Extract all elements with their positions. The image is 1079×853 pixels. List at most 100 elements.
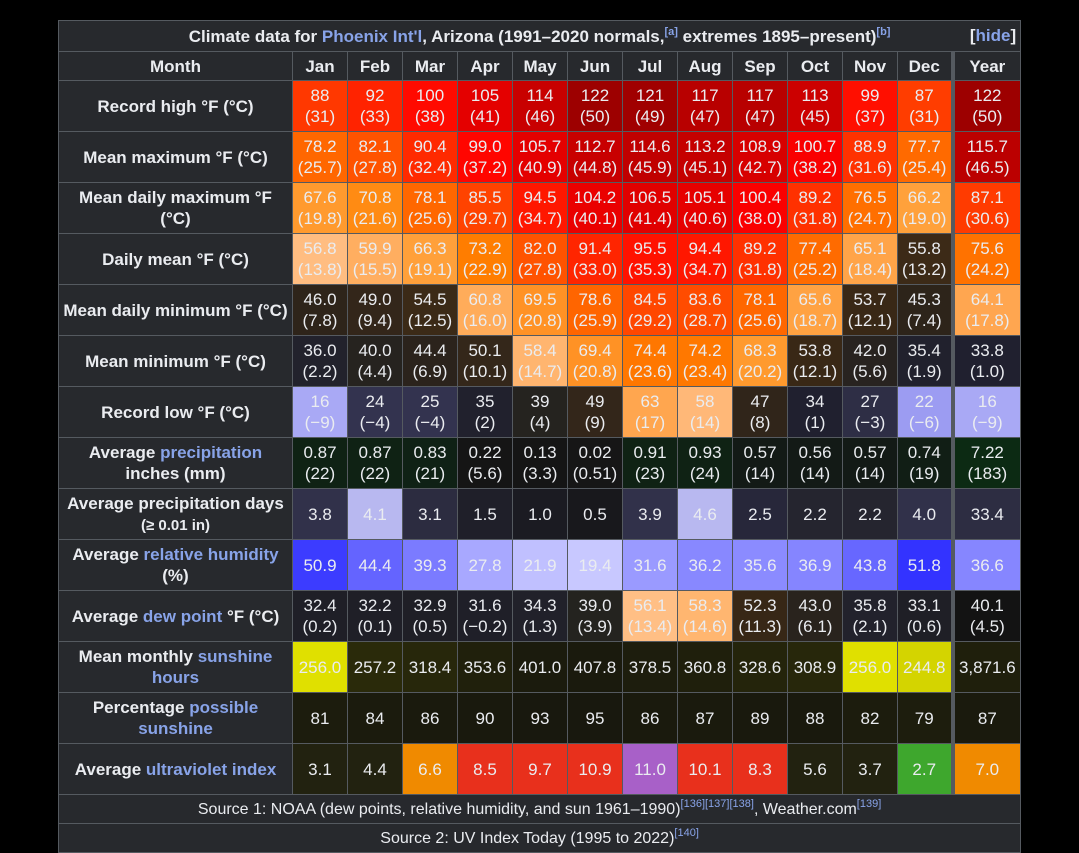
row-label-text: Average precipitation days [67,493,284,513]
cell-uv-index-feb: 4.4 [347,743,403,795]
cell-value: 0.91 (23) [633,443,667,483]
source-text: Source 1: NOAA (dew points, relative hum… [197,800,681,818]
cell-mean-daily-maximum-aug: 105.1 (40.6) [677,182,733,234]
row-label-link[interactable]: possible sunshine [138,698,259,738]
cell-daily-mean-sep: 89.2 (31.8) [732,233,788,285]
cell-possible-sunshine-feb: 84 [347,692,403,744]
cell-value: 3.9 [638,504,662,524]
cell-avg-humidity-year: 36.6 [950,539,1022,591]
cell-sunshine-hours-jun: 407.8 [567,641,623,693]
cell-mean-maximum-sep: 108.9 (42.7) [732,131,788,183]
cell-record-high-jan: 88 (31) [292,80,348,132]
row-label-link[interactable]: ultraviolet index [145,759,277,779]
row-label-avg-dew-point: Average dew point °F (°C) [58,590,293,642]
source-refs-link[interactable]: [140] [674,826,699,839]
row-label-link[interactable]: relative humidity [143,545,279,564]
cell-value: 34.3 (1.3) [522,596,558,636]
ref-b-link[interactable]: [b] [876,25,891,38]
row-label-record-high: Record high °F (°C) [58,80,293,132]
cell-mean-minimum-sep: 68.3 (20.2) [732,335,788,387]
cell-sunshine-hours-year: 3,871.6 [950,641,1022,693]
row-label-text: Mean monthly [78,647,198,666]
cell-value: 104.2 (40.1) [572,188,618,228]
row-mean-minimum: Mean minimum °F (°C) 36.0 (2.2) 40.0 (4.4)… [58,335,1022,387]
row-label-record-low: Record low °F (°C) [58,386,293,438]
cell-value: 4.0 [912,504,937,524]
cell-value: 99 (37) [854,86,886,126]
row-label-link[interactable]: sunshine hours [151,647,273,687]
cell-sunshine-hours-mar: 318.4 [402,641,458,693]
row-label-possible-sunshine: Percentage possible sunshine [58,692,293,744]
cell-value: 56.8 (13.8) [297,239,343,279]
cell-value: 19.4 [578,555,612,575]
row-label-link[interactable]: dew point [142,606,223,626]
header-aug: Aug [677,51,733,81]
cell-value: 56.1 (13.4) [627,596,673,636]
row-label-text: Mean daily maximum °F (°C) [79,188,272,228]
cell-value: 51.8 [907,555,941,575]
cell-value: 0.83 (21) [413,443,447,483]
row-mean-daily-maximum: Mean daily maximum °F (°C) 67.6 (19.8) 70.… [58,182,1022,234]
cell-avg-humidity-sep: 35.6 [732,539,788,591]
cell-record-low-jul: 63 (17) [622,386,678,438]
source-2: Source 2: UV Index Today (1995 to 2022)[… [57,823,1022,853]
cell-value: 94.5 (34.7) [517,188,563,228]
row-label-avg-humidity: Average relative humidity (%) [58,539,293,591]
cell-mean-daily-minimum-nov: 53.7 (12.1) [842,284,898,336]
cell-value: 3.1 [418,504,442,524]
hide-link[interactable]: hide [975,26,1011,45]
cell-value: 0.22 (5.6) [467,443,503,483]
cell-mean-daily-minimum-aug: 83.6 (28.7) [677,284,733,336]
cell-record-high-feb: 92 (33) [347,80,403,132]
cell-sunshine-hours-dec: 244.8 [897,641,953,693]
cell-value: 21.9 [523,555,557,575]
cell-value: 78.2 (25.7) [297,137,343,177]
cell-value: 11.0 [634,759,666,779]
row-label-mean-daily-maximum: Mean daily maximum °F (°C) [58,182,293,234]
cell-record-high-oct: 113 (45) [787,80,843,132]
cell-value: 112.7 (44.8) [572,137,618,177]
cell-value: 39 (4) [529,392,551,432]
cell-value: 88.9 (31.6) [847,137,893,177]
source-refs-link[interactable]: [136][137][138] [680,797,754,810]
cell-daily-mean-jul: 95.5 (35.3) [622,233,678,285]
phoenix-link[interactable]: Phoenix Int'l [321,26,423,46]
cell-avg-precip-dec: 0.74 (19) [897,437,953,489]
cell-mean-maximum-apr: 99.0 (37.2) [457,131,513,183]
cell-value: 79 [914,708,934,728]
ref-a-link[interactable]: [a] [664,25,678,38]
header-mar: Mar [402,51,458,81]
cell-value: 66.3 (19.1) [407,239,453,279]
cell-mean-minimum-oct: 53.8 (12.1) [787,335,843,387]
cell-value: 33.1 (0.6) [906,596,942,636]
cell-value: 318.4 [408,657,452,677]
cell-value: 87.1 (30.6) [965,188,1010,228]
row-possible-sunshine: Percentage possible sunshine 81 84 86 90 93 95… [58,692,1022,744]
cell-possible-sunshine-aug: 87 [677,692,733,744]
cell-value: 90.4 (32.4) [407,137,453,177]
row-label-text: Daily mean °F (°C) [102,249,249,269]
row-label-link[interactable]: precipitation [160,443,263,462]
cell-value: 44.4 [358,555,392,575]
row-label-text: Mean maximum °F (°C) [83,147,268,167]
cell-value: 43.0 (6.1) [797,596,833,636]
cell-avg-precip-days-mar: 3.1 [402,488,458,540]
cell-avg-precip-days-jul: 3.9 [622,488,678,540]
cell-mean-daily-maximum-oct: 89.2 (31.8) [787,182,843,234]
cell-possible-sunshine-apr: 90 [457,692,513,744]
row-label-sunshine-hours: Mean monthly sunshine hours [58,641,293,693]
header-apr: Apr [457,51,513,81]
cell-value: 40.0 (4.4) [357,341,393,381]
cell-avg-dew-point-nov: 35.8 (2.1) [842,590,898,642]
cell-value: 24 (−4) [359,392,391,432]
source-refs2-link[interactable]: [139] [856,797,882,810]
cell-value: 78.1 (25.6) [407,188,453,228]
cell-record-high-dec: 87 (31) [897,80,953,132]
cell-value: 63 (17) [634,392,666,432]
row-label-avg-precip: Average precipitation inches (mm) [58,437,293,489]
cell-mean-daily-maximum-sep: 100.4 (38.0) [732,182,788,234]
row-label-text: Record low °F (°C) [101,402,250,422]
cell-value: 256.0 [298,657,342,677]
header-sep: Sep [732,51,788,81]
cell-record-high-apr: 105 (41) [457,80,513,132]
